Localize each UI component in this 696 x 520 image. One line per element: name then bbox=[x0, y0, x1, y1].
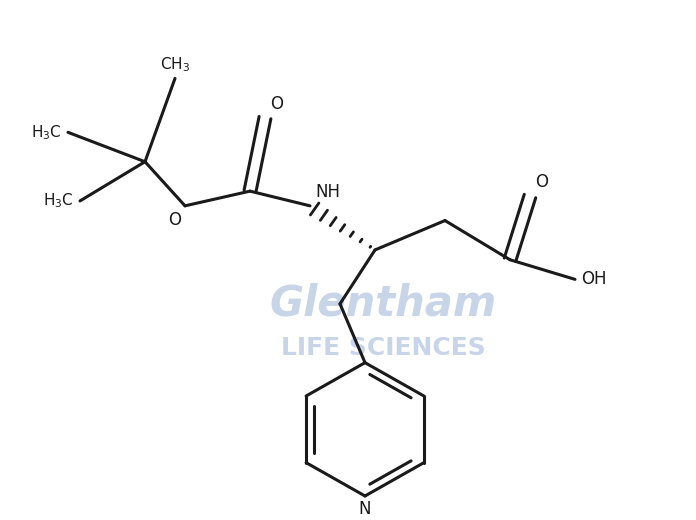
Text: Glentham: Glentham bbox=[269, 283, 497, 325]
Text: H$_3$C: H$_3$C bbox=[43, 191, 74, 210]
Text: OH: OH bbox=[581, 270, 606, 289]
Text: O: O bbox=[535, 173, 548, 191]
Text: N: N bbox=[358, 500, 371, 518]
Text: O: O bbox=[270, 95, 283, 113]
Text: O: O bbox=[168, 211, 181, 229]
Text: CH$_3$: CH$_3$ bbox=[160, 56, 190, 74]
Text: LIFE SCIENCES: LIFE SCIENCES bbox=[280, 336, 485, 360]
Text: H$_3$C: H$_3$C bbox=[31, 123, 62, 141]
Text: NH: NH bbox=[315, 183, 340, 201]
